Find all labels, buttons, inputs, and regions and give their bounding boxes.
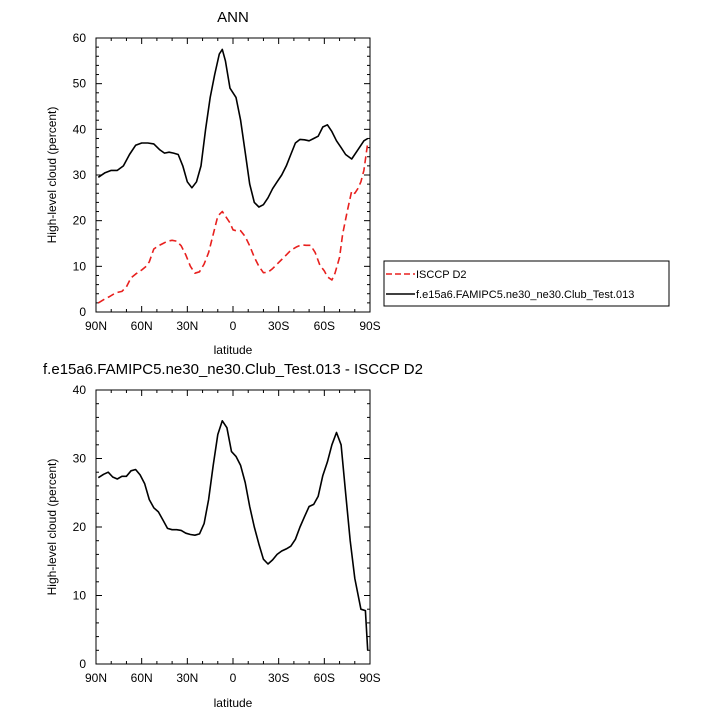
top-chart-title: ANN [217,9,249,26]
bottom-chart-title: f.e15a6.FAMIPC5.ne30_ne30.Club_Test.013 … [43,361,423,378]
top-x-tick-label: 90N [85,319,107,333]
top-panel: ANN 90N 60N 30N 0 30S 60S 90S 0 10 20 30 40 50 60 lat… [45,9,381,357]
top-y-tick-label: 40 [73,122,87,136]
top-x-axis-label: latitude [214,343,253,357]
top-tick-layer: 90N 60N 30N 0 30S 60S 90S 0 10 20 30 40 50 60 [73,31,381,333]
bottom-x-tick-label: 60N [131,671,153,685]
bottom-x-tick-label: 30N [176,671,198,685]
legend-label-model: f.e15a6.FAMIPC5.ne30_ne30.Club_Test.013 [416,289,634,301]
bottom-x-tick-label: 30S [268,671,289,685]
top-y-tick-label: 30 [73,168,87,182]
legend-label-isccp: ISCCP D2 [416,269,467,281]
top-y-tick-label: 10 [73,259,87,273]
top-x-tick-label: 60S [314,319,335,333]
top-plot-frame [95,37,371,313]
bottom-y-tick-label: 30 [73,452,87,466]
top-series-line-model [97,48,369,208]
bottom-panel: f.e15a6.FAMIPC5.ne30_ne30.Club_Test.013 … [43,361,423,710]
bottom-x-tick-label: 90S [359,671,380,685]
bottom-x-tick-label: 0 [230,671,237,685]
bottom-series-layer [97,419,369,651]
bottom-x-axis-label: latitude [214,696,253,710]
top-y-tick-label: 20 [73,214,87,228]
top-series-layer [97,48,369,304]
bottom-plot-frame [95,389,371,665]
bottom-y-tick-label: 0 [79,657,86,671]
bottom-tick-layer: 90N 60N 30N 0 30S 60S 90S 0 10 20 30 40 [73,383,381,685]
top-x-tick-label: 60N [131,319,153,333]
top-x-tick-label: 30N [176,319,198,333]
legend-box [383,260,670,307]
top-x-tick-label: 0 [230,319,237,333]
top-x-tick-label: 90S [359,319,380,333]
top-y-tick-label: 50 [73,77,87,91]
top-y-axis-label: High-level cloud (percent) [45,107,59,244]
bottom-y-tick-label: 20 [73,520,87,534]
bottom-y-tick-label: 40 [73,383,87,397]
bottom-series-line-difference [97,419,369,651]
bottom-x-tick-label: 90N [85,671,107,685]
top-y-tick-label: 60 [73,31,87,45]
legend: ISCCP D2 f.e15a6.FAMIPC5.ne30_ne30.Club_… [383,260,670,307]
bottom-x-tick-label: 60S [314,671,335,685]
top-y-tick-label: 0 [79,305,86,319]
bottom-y-axis-label: High-level cloud (percent) [45,459,59,596]
bottom-y-tick-label: 10 [73,589,87,603]
top-series-line-isccp [97,142,369,304]
top-x-tick-label: 30S [268,319,289,333]
